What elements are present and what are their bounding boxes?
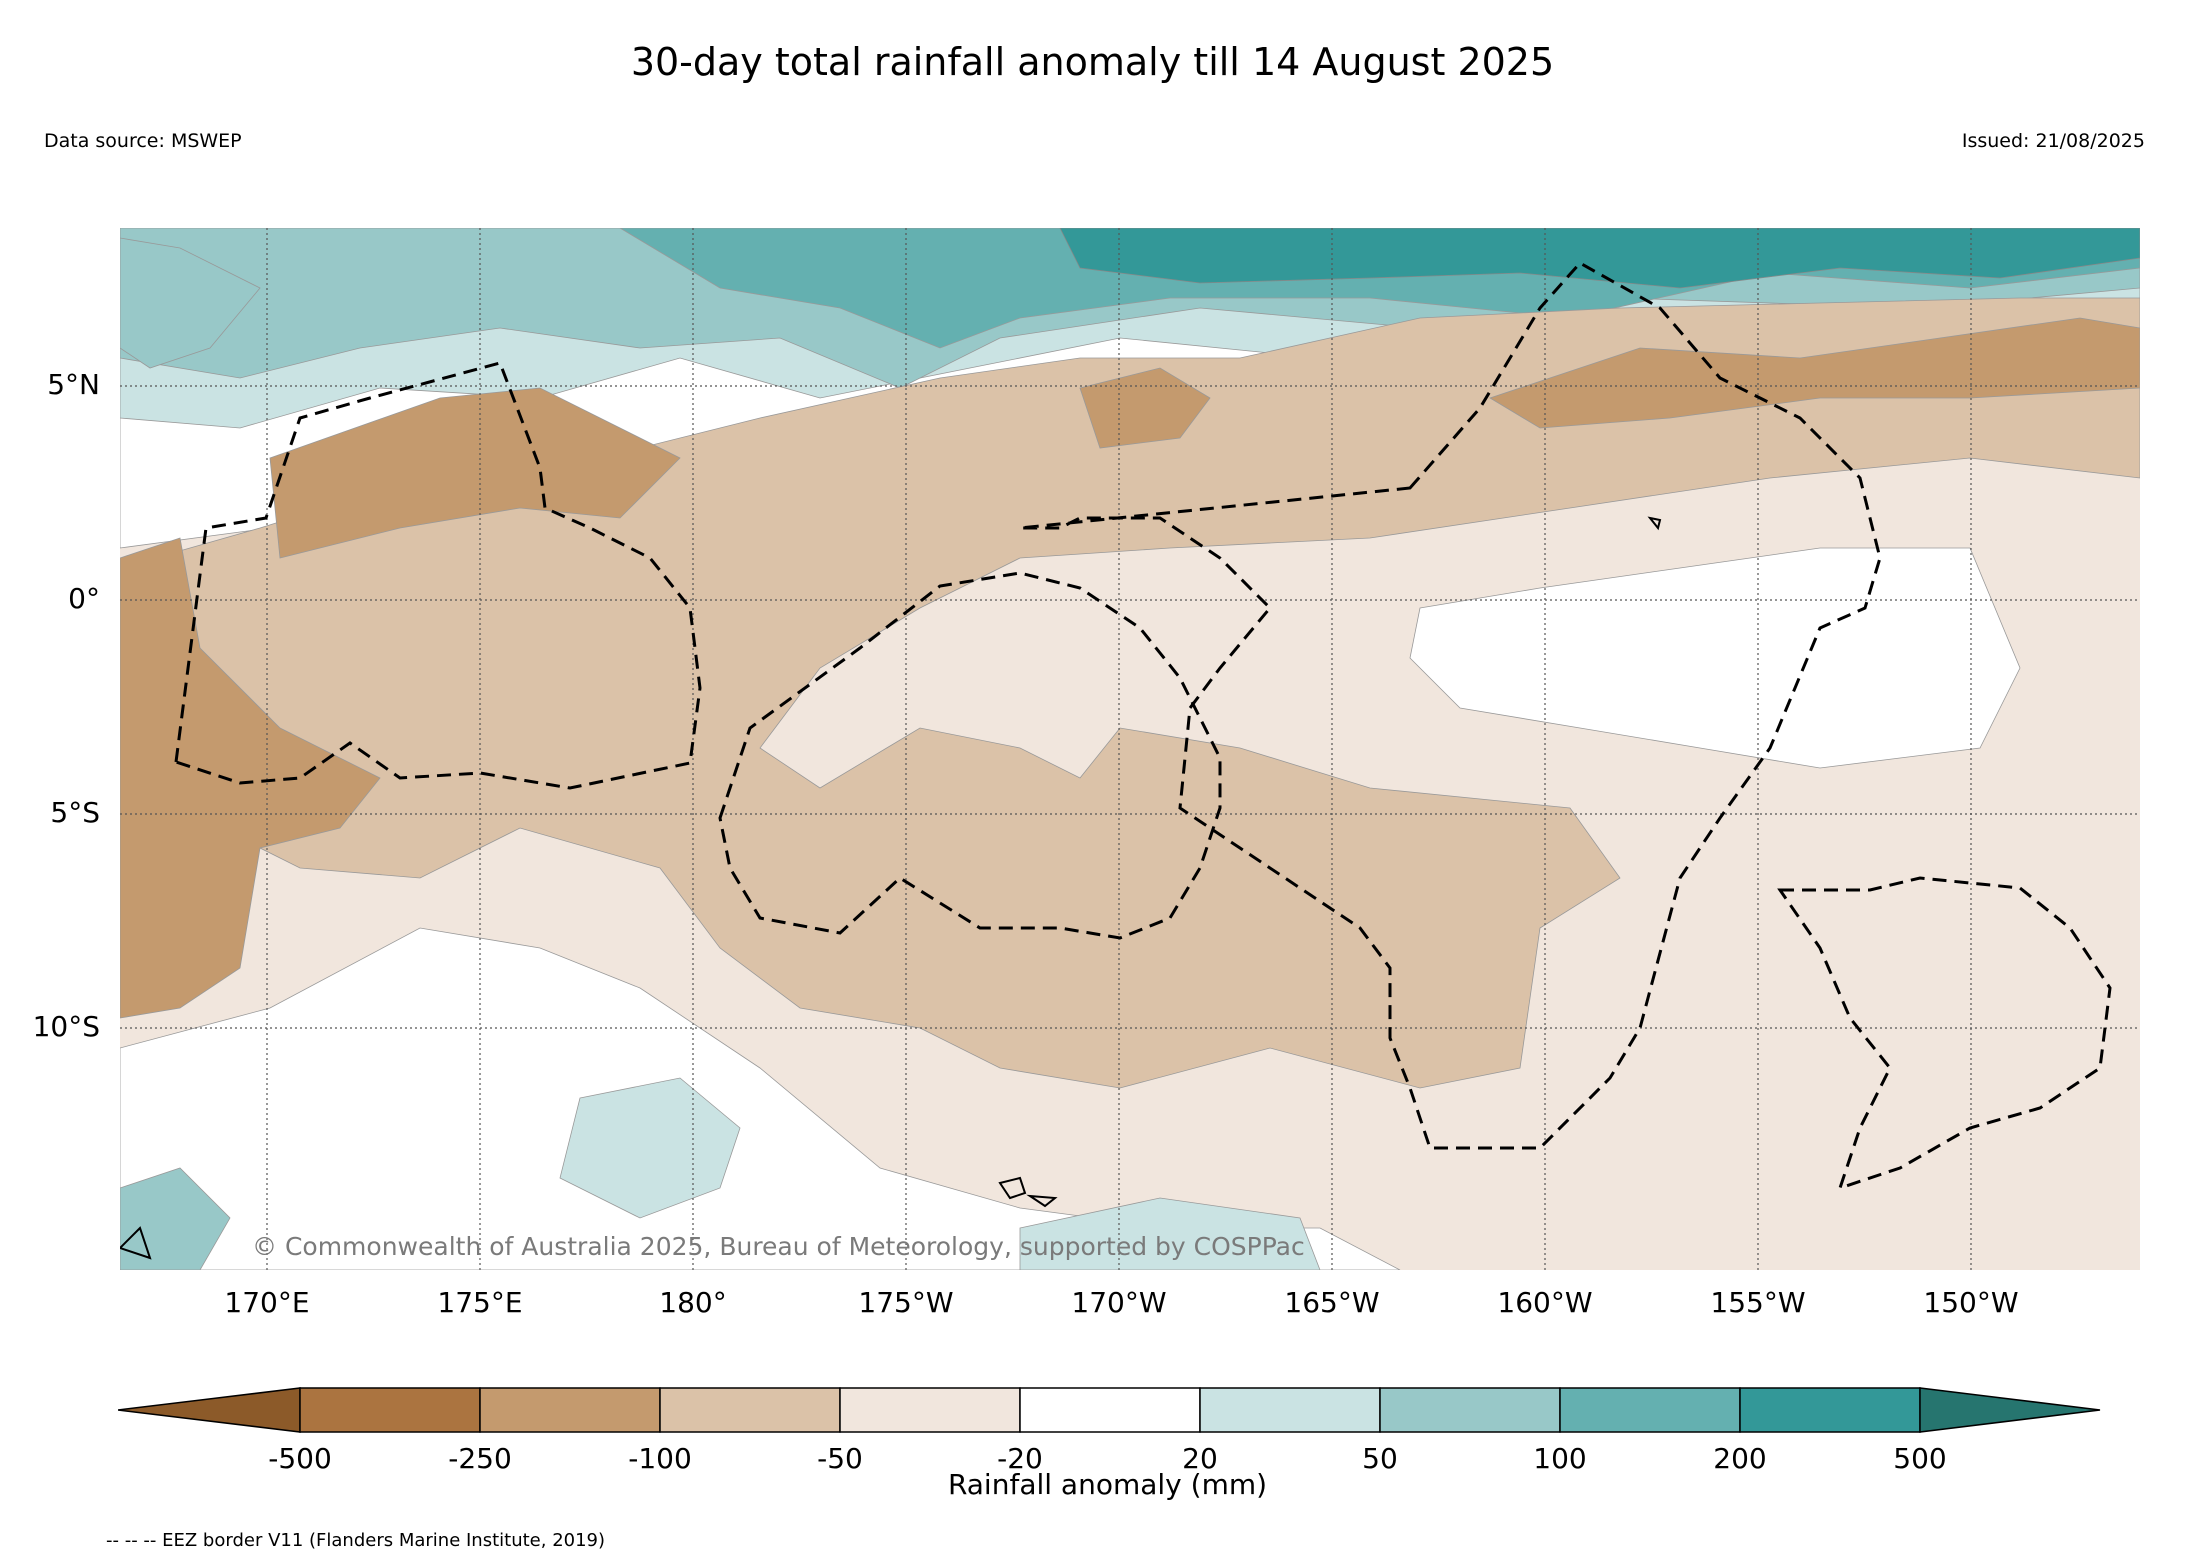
lat-label-5n: 5°N <box>47 368 100 401</box>
colorbar-tick-label: 20 <box>1182 1442 1218 1475</box>
rainfall-anomaly-map <box>120 228 2140 1270</box>
copyright-notice: © Commonwealth of Australia 2025, Bureau… <box>252 1232 1305 1261</box>
colorbar-tick-label: 500 <box>1893 1442 1947 1475</box>
colorbar-segment <box>299 1387 481 1433</box>
lat-label-10s: 10°S <box>32 1010 100 1043</box>
colorbar-extend-min <box>118 1387 301 1433</box>
lon-label-175e: 175°E <box>437 1286 523 1319</box>
colorbar-segment <box>1739 1387 1921 1433</box>
lon-label-155w: 155°W <box>1710 1286 1806 1319</box>
data-source-label: Data source: MSWEP <box>44 130 242 152</box>
colorbar-segment <box>659 1387 841 1433</box>
anomaly-region-moderate-dry-central <box>1079 367 1211 449</box>
anomaly-region-moderate-dry-ne <box>1489 317 2140 429</box>
lon-label-170e: 170°E <box>224 1286 310 1319</box>
lon-label-160w: 160°W <box>1497 1286 1593 1319</box>
chart-title: 30-day total rainfall anomaly till 14 Au… <box>630 40 1555 84</box>
eez-borders <box>174 261 2112 1191</box>
lon-label-150w: 150°W <box>1923 1286 2019 1319</box>
anomaly-region-moderate-dry-west <box>120 537 381 1019</box>
colorbar-tick-label: -500 <box>268 1442 332 1475</box>
island-outlines <box>120 516 1662 1260</box>
anomaly-region-south-lightteal <box>559 1077 741 1219</box>
colorbar-tick-label: -250 <box>448 1442 512 1475</box>
anomaly-region-west-teal <box>120 237 261 369</box>
anomaly-region-south-white <box>120 927 1401 1270</box>
anomaly-region-south-teal <box>120 1167 231 1270</box>
colorbar-tick-label: -100 <box>628 1442 692 1475</box>
colorbar-segment <box>1559 1387 1741 1433</box>
colorbar-tick-label: 50 <box>1362 1442 1398 1475</box>
lon-label-165w: 165°W <box>1284 1286 1380 1319</box>
colorbar-segment <box>839 1387 1021 1433</box>
colorbar-title: Rainfall anomaly (mm) <box>947 1468 1268 1501</box>
lon-label-170w: 170°W <box>1071 1286 1167 1319</box>
anomaly-region-north-darkteal <box>1059 228 2140 289</box>
colorbar-tick-label: 100 <box>1533 1442 1587 1475</box>
lat-label-equator: 0° <box>68 582 100 615</box>
colorbar-segment <box>1019 1387 1201 1433</box>
anomaly-region-moderate-dry-north <box>269 387 681 559</box>
colorbar-segment <box>479 1387 661 1433</box>
colorbar-tick-label: -50 <box>817 1442 863 1475</box>
colorbar <box>118 1387 2101 1433</box>
colorbar-segment <box>1199 1387 1381 1433</box>
lon-label-175w: 175°W <box>858 1286 954 1319</box>
colorbar-tick-label: -20 <box>997 1442 1043 1475</box>
colorbar-extend-max <box>1919 1387 2101 1433</box>
eez-legend-note: -- -- -- EEZ border V11 (Flanders Marine… <box>106 1530 606 1551</box>
colorbar-segment <box>1379 1387 1561 1433</box>
anomaly-region-south-lightteal-2 <box>1019 1197 1321 1270</box>
issued-date-label: Issued: 21/08/2025 <box>1961 130 2145 152</box>
lat-label-5s: 5°S <box>50 796 100 829</box>
lon-label-180: 180° <box>659 1286 727 1319</box>
colorbar-tick-label: 200 <box>1713 1442 1767 1475</box>
